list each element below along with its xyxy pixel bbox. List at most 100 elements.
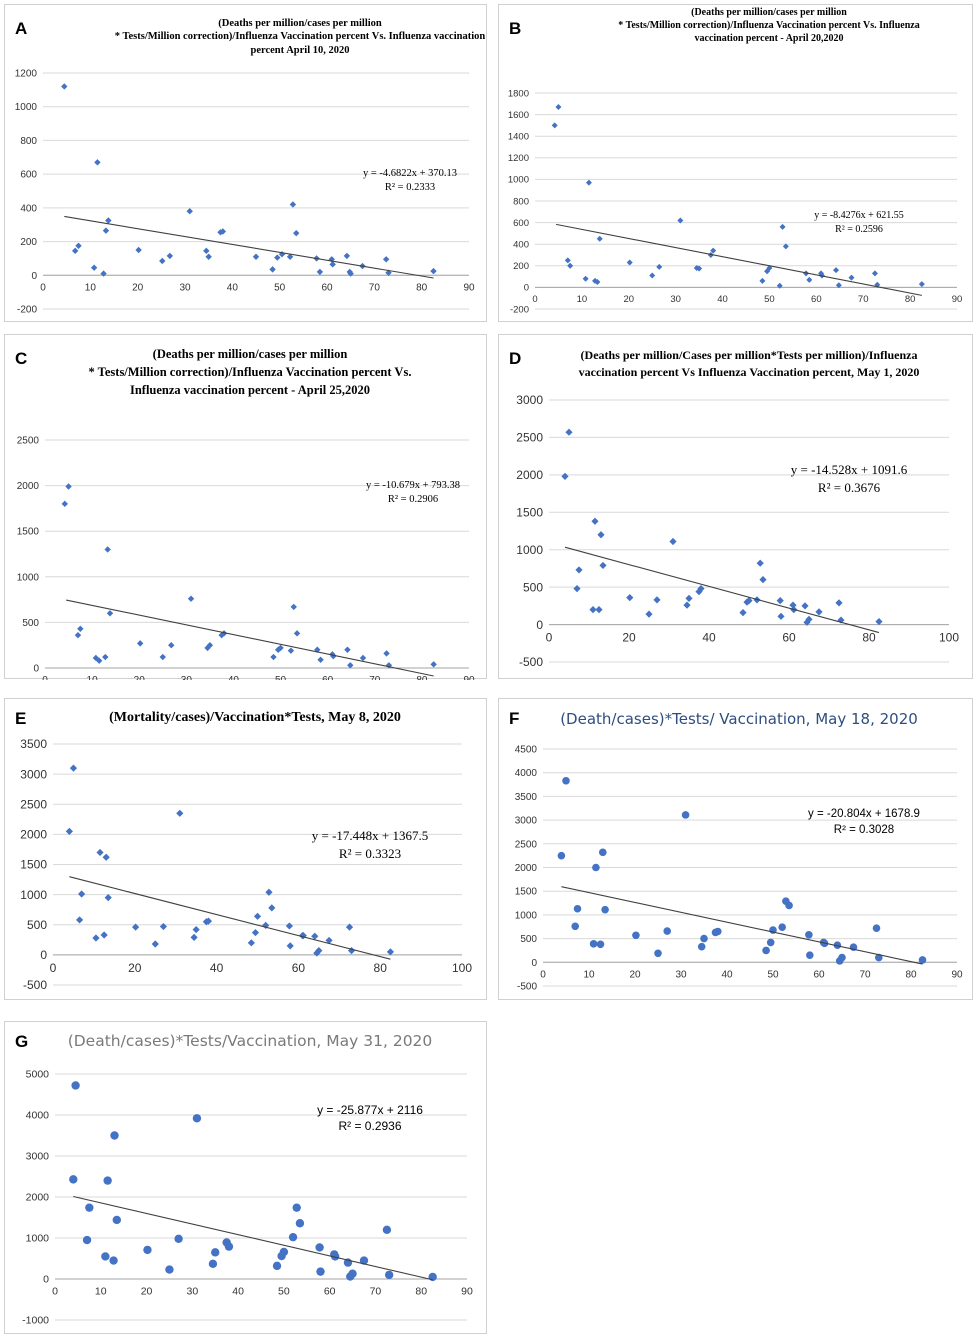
chart-a-data-point	[219, 228, 227, 235]
chart-f-data-point	[632, 931, 640, 940]
chart-c-data-point	[359, 654, 367, 662]
chart-g-x-tick-label: 30	[186, 1286, 198, 1298]
chart-b-title-line-2: * Tests/Million correction)/Influenza Va…	[618, 19, 920, 31]
chart-b-y-tick-label: 1400	[508, 132, 529, 143]
chart-b-x-tick-label: 90	[952, 294, 963, 305]
chart-c-r-squared: R² = 0.2906	[387, 494, 439, 506]
chart-c-x-tick-label: 10	[87, 675, 99, 680]
chart-b-data-point	[626, 259, 633, 266]
chart-b-data-point	[596, 235, 603, 242]
chart-e-equation: y = -17.448x + 1367.5	[311, 828, 429, 843]
chart-e-y-tick-label: 500	[27, 918, 47, 932]
chart-g-x-tick-label: 40	[232, 1286, 244, 1298]
chart-b-title-line-1: (Deaths per million/cases per million	[691, 7, 847, 18]
chart-a-data-point	[203, 247, 210, 255]
chart-f-data-point	[766, 938, 775, 947]
chart-c-data-point	[92, 654, 100, 662]
chart-e-equation-box: y = -17.448x + 1367.5 R² = 0.3323	[295, 827, 445, 862]
chart-g-data-point	[272, 1261, 282, 1271]
chart-b-data-point	[594, 279, 601, 285]
chart-b-y-tick-label: 400	[513, 240, 529, 251]
chart-c-data-point	[159, 653, 166, 661]
chart-a-data-point	[205, 253, 212, 260]
chart-c-y-tick-label: 2500	[17, 436, 40, 447]
chart-g-data-point	[348, 1269, 357, 1278]
chart-f-equation-box: y = -20.804x + 1678.9 R² = 0.3028	[794, 807, 934, 838]
chart-e-data-point	[204, 917, 213, 925]
chart-a-equation-box: y = -4.6822x + 370.13 R² = 0.2333	[350, 167, 470, 195]
chart-g-y-tick-label: 3000	[26, 1151, 50, 1163]
chart-d-data-point	[739, 608, 747, 617]
panel-d-letter: D	[509, 349, 522, 368]
chart-c-data-point	[95, 657, 103, 664]
chart-b-x-tick-label: 50	[764, 294, 775, 305]
chart-f-data-point	[805, 931, 813, 939]
chart-g-equation-box: y = -25.877x + 2116 R² = 0.2936	[310, 1102, 430, 1134]
chart-f-x-tick-label: 90	[951, 969, 963, 980]
panel-f: -500 0 500 1000 1500 2000 2500 3000 3500 4000 4500…	[498, 698, 973, 1000]
chart-f-r-squared: R² = 0.3028	[833, 823, 895, 836]
chart-d-y-tick-label: 1000	[516, 543, 543, 557]
chart-a-data-point	[159, 257, 166, 265]
chart-f-x-tick-label: 80	[905, 969, 917, 980]
chart-a-y-tick-label: 1000	[15, 102, 38, 113]
chart-g-y-tick-label: 1000	[26, 1233, 50, 1245]
chart-d-x-tick-label: 80	[862, 631, 876, 645]
chart-b-y-tick-label: 600	[513, 218, 529, 229]
chart-e-data-point	[96, 848, 104, 857]
panel-f-letter: F	[509, 709, 520, 728]
chart-b-title: (Deaths per million/cases per million * …	[579, 7, 959, 45]
chart-c-data-point	[168, 642, 175, 649]
chart-b-r-squared: R² = 0.2596	[835, 223, 883, 235]
chart-e-data-point	[100, 931, 108, 939]
chart-e-y-tick-label: -500	[23, 978, 47, 992]
chart-f-data-point	[557, 851, 566, 860]
chart-c-data-point	[275, 646, 282, 653]
chart-a-data-point	[316, 268, 324, 276]
chart-b-y-tick-label: 1800	[508, 88, 529, 99]
chart-g-x-tick-label: 20	[141, 1286, 153, 1298]
chart-g-plot: -1000 0 1000 2000 3000 4000 5000 0 10 20 30 40 50 60 7…	[22, 1069, 473, 1327]
chart-g-y-tick-label: 2000	[26, 1192, 50, 1204]
chart-d-data-point	[683, 601, 691, 609]
chart-f-data-point	[778, 923, 786, 932]
chart-c-x-tick-label: 40	[228, 675, 240, 680]
chart-a-title-line-3: percent April 10, 2020	[250, 44, 350, 56]
chart-e-data-point	[75, 916, 84, 924]
chart-e-title-line-1: (Mortality/cases)/Vaccination*Tests, May…	[109, 710, 401, 725]
chart-a-data-point	[166, 252, 174, 260]
chart-b-y-tick-label: 1000	[508, 175, 529, 186]
panel-a: -200 0 200 400 600 800 1000 1200 0 10 20 30 40 50 60 70…	[4, 4, 487, 322]
chart-b-trendline	[555, 223, 922, 296]
chart-d-data-point	[561, 472, 569, 480]
chart-c-equation: y = -10.679x + 793.38	[365, 480, 461, 491]
chart-b-data-point	[759, 277, 766, 284]
chart-c-data-point	[287, 647, 295, 654]
chart-e-data-point	[311, 932, 319, 940]
chart-a-y-tick-label: -200	[17, 305, 37, 316]
panel-c-letter: C	[15, 349, 28, 368]
chart-f-data-point	[596, 940, 605, 949]
chart-g-data-point	[82, 1235, 92, 1245]
chart-f-data-point	[592, 863, 600, 872]
chart-d-data-point	[653, 596, 661, 604]
chart-f-plot: -500050010001500200025003000350040004500…	[515, 745, 963, 993]
chart-d-title-line-1: (Deaths per million/Cases per million*Te…	[580, 348, 918, 362]
chart-b-y-tick-label: 800	[513, 196, 529, 207]
chart-a-data-point	[186, 208, 193, 215]
chart-f-data-point	[562, 776, 570, 785]
chart-a-data-point	[269, 266, 276, 273]
chart-f-x-tick-label: 50	[767, 969, 779, 980]
chart-d-x-tick-label: 100	[939, 631, 959, 645]
chart-b-data-point	[806, 276, 813, 283]
chart-e-y-tick-label: 0	[40, 948, 47, 962]
chart-g-equation: y = -25.877x + 2116	[317, 1103, 423, 1117]
panel-c: 050010001500200025000102030405060708090 …	[4, 334, 487, 680]
chart-d-data-point	[685, 594, 693, 602]
chart-a-x-tick-label: 90	[463, 282, 475, 293]
chart-e-data-point	[251, 928, 260, 937]
chart-d-data-point	[599, 561, 607, 570]
panel-e: -500 0 500 1000 1500 2000 2500 3000 3500 0 20 40 60 8…	[4, 698, 487, 1000]
chart-b-y-tick-label: 200	[513, 261, 529, 272]
